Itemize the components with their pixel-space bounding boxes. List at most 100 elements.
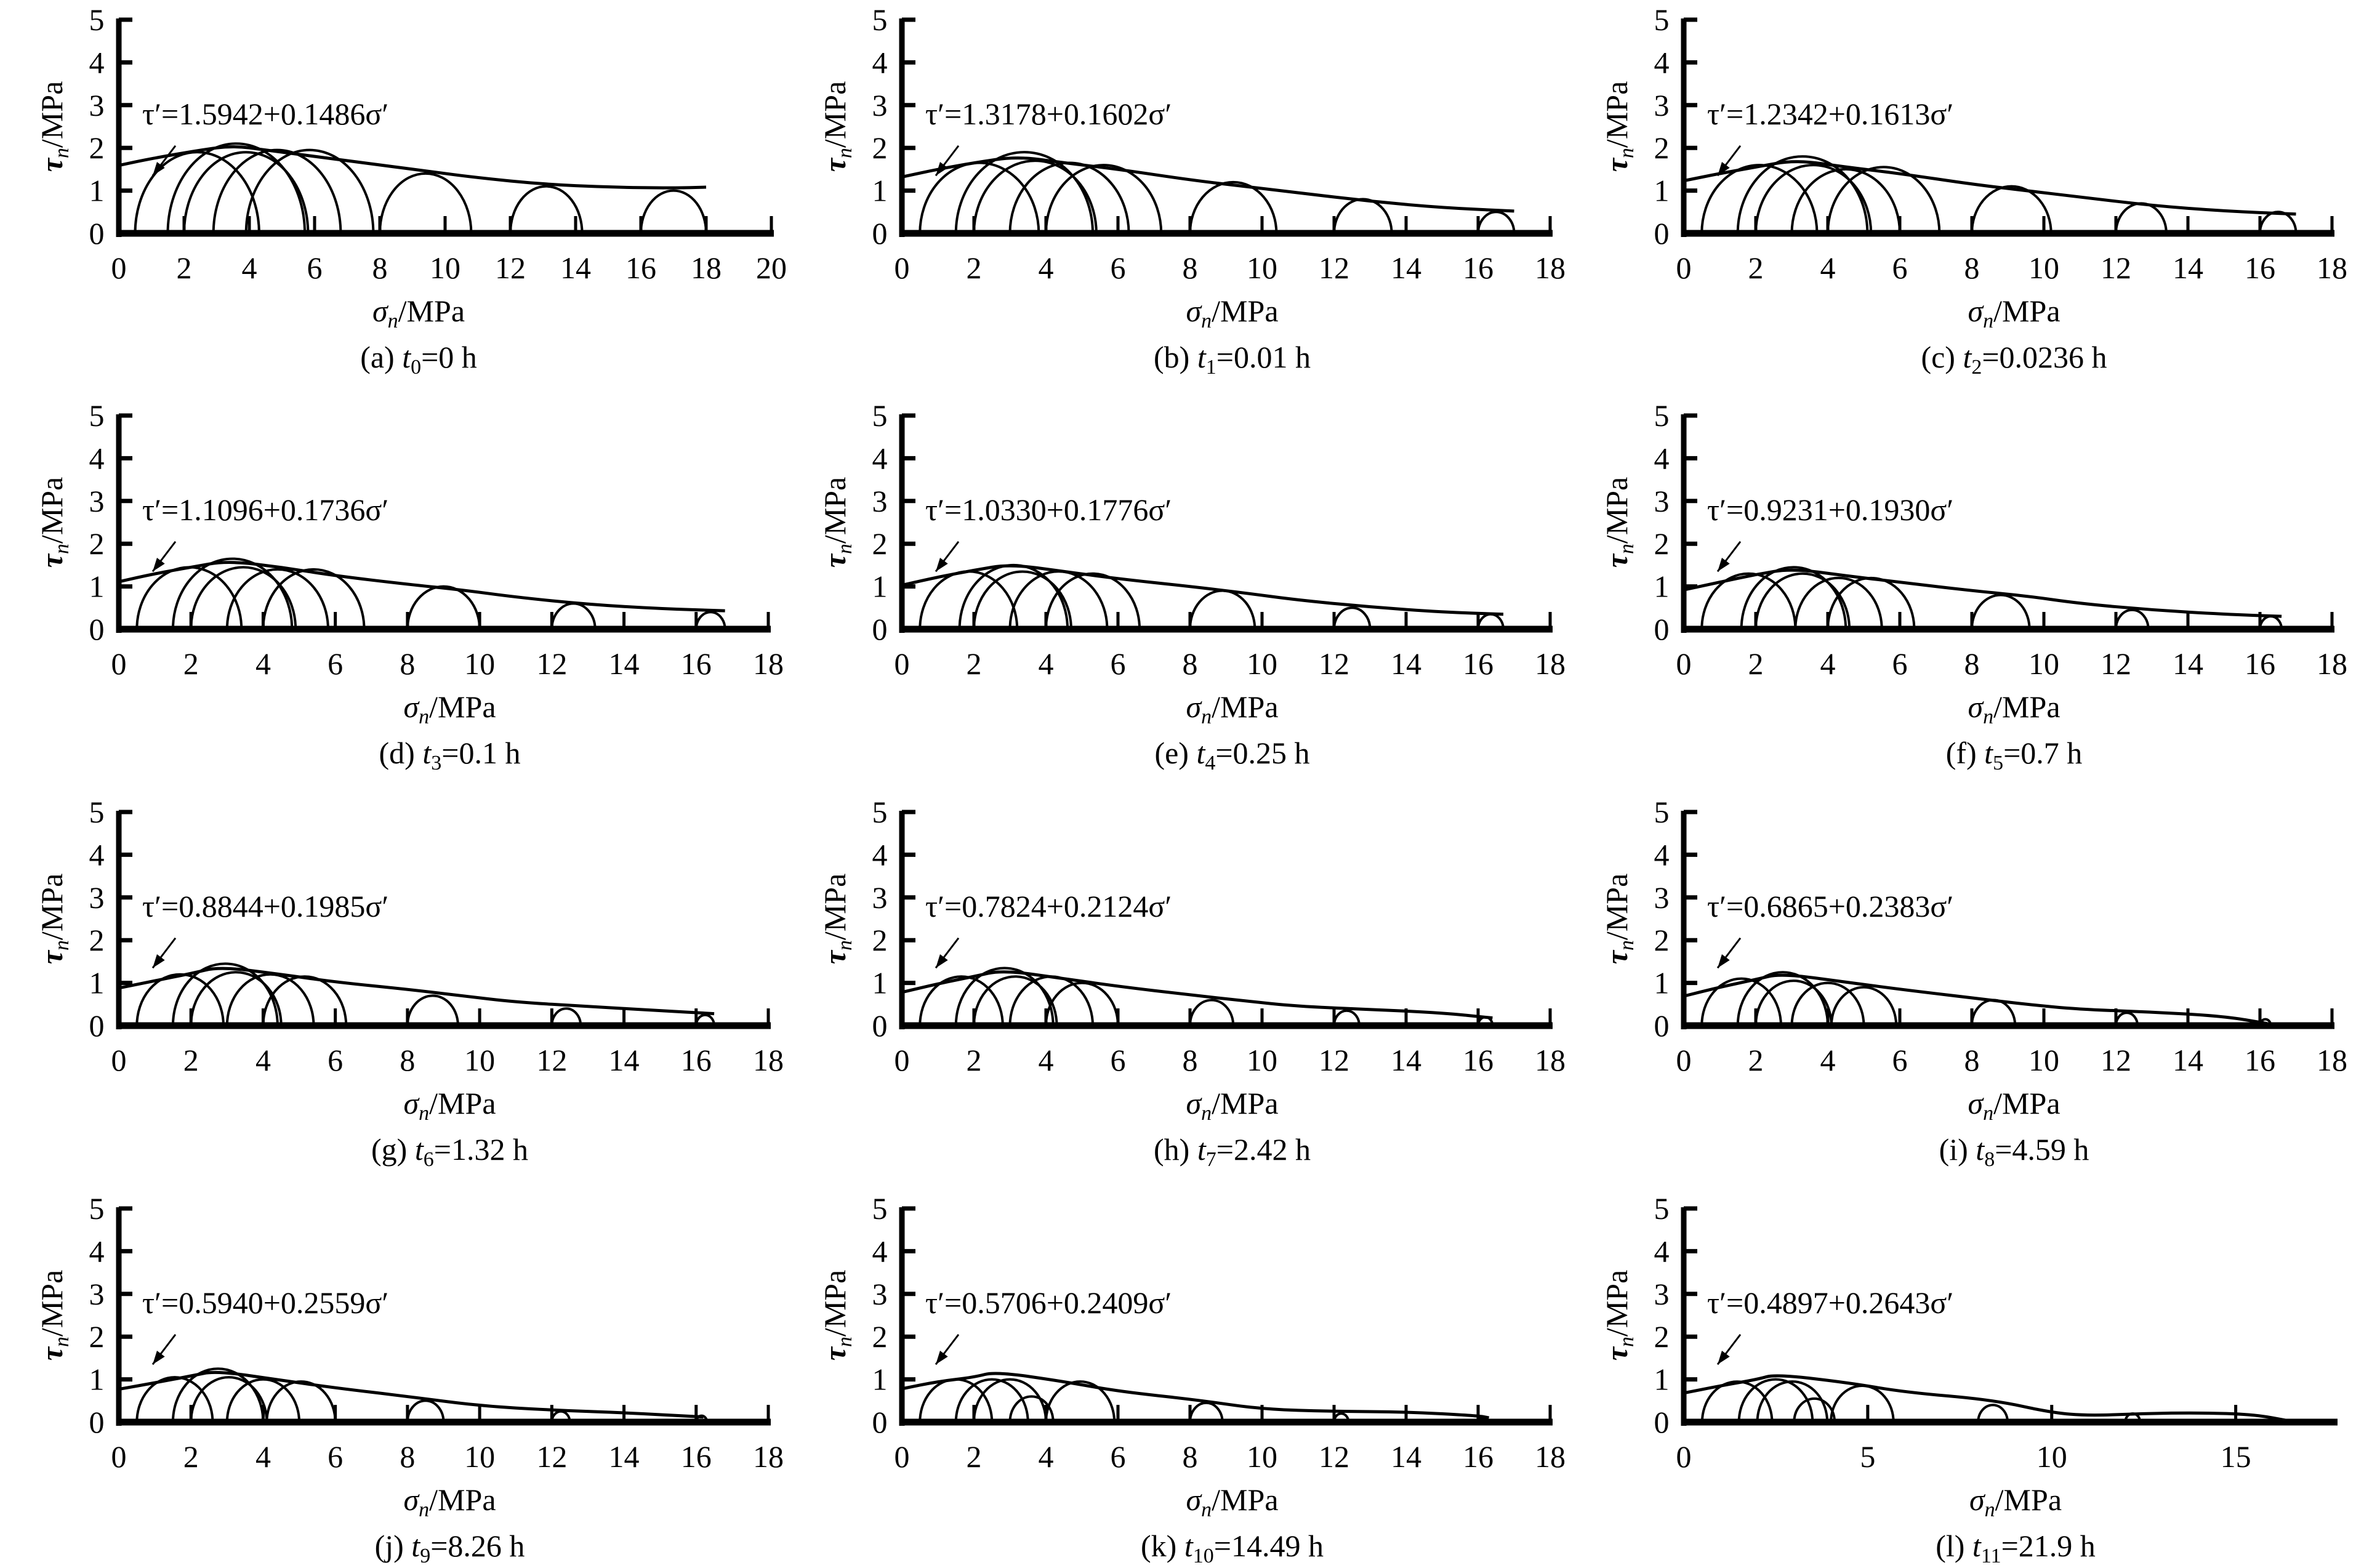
- y-tick-label: 2: [89, 923, 105, 957]
- x-tick-label: 6: [1892, 251, 1908, 285]
- y-tick-label: 1: [872, 174, 888, 208]
- x-tick-label: 4: [1039, 251, 1054, 285]
- strength-envelope: [118, 145, 707, 190]
- x-tick-label: 14: [2173, 1043, 2203, 1077]
- mohr-circle: [919, 570, 1019, 630]
- x-tick-label: 14: [1391, 1439, 1421, 1474]
- x-tick-label: 2: [967, 646, 982, 681]
- x-tick-label: 10: [2028, 646, 2059, 681]
- y-tick-label: 5: [1654, 2, 1670, 37]
- mohr-circle: [1045, 1380, 1116, 1423]
- y-axis-title: τn/MPa: [34, 874, 73, 965]
- envelope-equation: τ′=0.7824+0.2124σ′: [925, 889, 1172, 923]
- x-axis-title: σn/MPa: [1968, 690, 2060, 728]
- y-tick-label: 1: [1654, 174, 1670, 208]
- x-tick-label: 2: [967, 1043, 982, 1077]
- x-tick-label: 8: [372, 251, 388, 285]
- y-tick-label: 1: [872, 569, 888, 604]
- y-tick-label: 5: [872, 2, 888, 37]
- envelope-equation: τ′=1.5942+0.1486σ′: [142, 97, 388, 131]
- x-tick-label: 4: [1039, 646, 1054, 681]
- x-tick-label: 18: [753, 1043, 784, 1077]
- mohr-circle: [1740, 566, 1847, 630]
- mohr-circle: [1755, 572, 1851, 630]
- envelope-equation: τ′=0.6865+0.2383σ′: [1707, 889, 1953, 923]
- panel-caption: (j) t9=8.26 h: [375, 1529, 525, 1567]
- mohr-circle: [1977, 1404, 2009, 1423]
- mohr-circle: [2115, 1011, 2139, 1026]
- x-tick-label: 18: [1535, 1439, 1566, 1474]
- y-tick-label: 3: [1654, 1277, 1670, 1311]
- y-tick-label: 3: [89, 1277, 105, 1311]
- x-tick-label: 2: [1748, 251, 1764, 285]
- y-axis-title: τn/MPa: [34, 477, 73, 568]
- y-tick-label: 1: [1654, 1362, 1670, 1397]
- y-tick-label: 1: [1654, 966, 1670, 1000]
- y-tick-label: 1: [89, 1362, 105, 1397]
- x-tick-label: 10: [464, 1043, 495, 1077]
- y-tick-label: 5: [872, 1191, 888, 1226]
- y-tick-label: 4: [89, 837, 105, 872]
- mohr-circle: [225, 1378, 301, 1423]
- y-tick-label: 0: [1654, 612, 1670, 646]
- mohr-circle: [1189, 589, 1256, 630]
- arrowhead-icon: [1718, 1350, 1730, 1365]
- y-axis-title: τn/MPa: [1599, 81, 1638, 172]
- x-tick-label: 15: [2221, 1439, 2251, 1474]
- y-tick-label: 3: [89, 880, 105, 915]
- x-axis-title: σn/MPa: [1186, 690, 1278, 728]
- x-tick-label: 14: [2173, 251, 2203, 285]
- mohr-circle: [1794, 576, 1883, 630]
- x-tick-label: 0: [1676, 1439, 1692, 1474]
- y-tick-label: 3: [1654, 880, 1670, 915]
- x-tick-label: 8: [1964, 251, 1980, 285]
- x-axis-title: σn/MPa: [1186, 294, 1278, 332]
- x-tick-label: 2: [183, 1043, 199, 1077]
- y-tick-label: 4: [1654, 1234, 1670, 1268]
- x-tick-label: 12: [1319, 646, 1349, 681]
- x-tick-label: 14: [1391, 251, 1421, 285]
- mohr-circle: [1333, 606, 1372, 630]
- mohr-circle: [1790, 167, 1901, 234]
- mohr-circle: [171, 557, 294, 630]
- mohr-circle: [1793, 1397, 1836, 1423]
- y-tick-label: 4: [872, 1234, 888, 1268]
- x-tick-label: 6: [328, 1439, 343, 1474]
- x-tick-label: 4: [242, 251, 257, 285]
- x-tick-label: 4: [1820, 646, 1836, 681]
- x-tick-label: 10: [1247, 1043, 1277, 1077]
- mohr-circle: [973, 975, 1058, 1026]
- y-tick-label: 2: [1654, 923, 1670, 957]
- mohr-circle: [1736, 155, 1869, 234]
- y-tick-label: 5: [89, 795, 105, 829]
- x-tick-label: 0: [895, 251, 910, 285]
- y-tick-label: 2: [89, 1319, 105, 1354]
- x-tick-label: 12: [1319, 251, 1349, 285]
- envelope-equation: τ′=1.3178+0.1602σ′: [925, 97, 1172, 131]
- arrowhead-icon: [153, 954, 165, 968]
- mohr-circle: [1736, 971, 1829, 1026]
- x-tick-label: 16: [625, 251, 656, 285]
- y-tick-label: 2: [1654, 1319, 1670, 1354]
- envelope-equation: τ′=1.2342+0.1613σ′: [1707, 97, 1953, 131]
- x-tick-label: 8: [400, 1439, 415, 1474]
- x-tick-label: 18: [2317, 1043, 2347, 1077]
- mohr-circle: [190, 1376, 268, 1423]
- panel-caption: (b) t1=0.01 h: [1154, 340, 1311, 379]
- envelope-equation: τ′=0.5940+0.2559σ′: [142, 1285, 388, 1320]
- x-tick-label: 16: [2245, 1043, 2275, 1077]
- mohr-circle: [1756, 1380, 1829, 1423]
- mohr-circle: [190, 971, 283, 1026]
- y-tick-label: 0: [872, 216, 888, 251]
- arrowhead-icon: [1718, 557, 1730, 572]
- y-tick-label: 0: [89, 1405, 105, 1439]
- y-tick-label: 3: [89, 484, 105, 518]
- panel-caption: (c) t2=0.0236 h: [1921, 340, 2107, 379]
- mohr-circle: [225, 568, 329, 630]
- y-tick-label: 1: [872, 1362, 888, 1397]
- mohr-circle: [406, 1399, 445, 1423]
- x-tick-label: 12: [536, 1043, 567, 1077]
